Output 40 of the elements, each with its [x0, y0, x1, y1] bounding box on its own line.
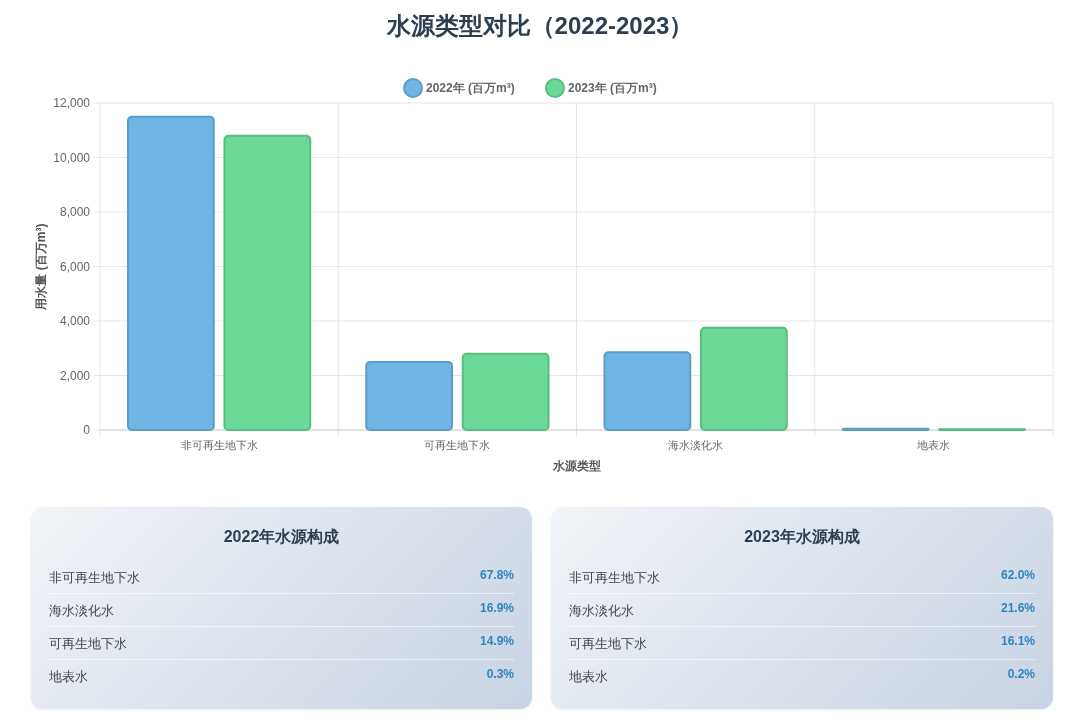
text: 67.8%: [479, 568, 514, 582]
x-tick-label: 非可再生地下水: [180, 439, 258, 451]
category-label: 非可再生地下水: [49, 569, 140, 587]
bar: [223, 134, 312, 431]
category-label: 地表水: [569, 668, 608, 686]
y-tick-label: 4,000: [59, 314, 91, 328]
category-label: 可再生地下水: [49, 635, 127, 653]
bar: [603, 351, 692, 431]
text: 16.1%: [1000, 634, 1035, 648]
x-tick-label: 海水淡化水: [668, 439, 724, 451]
y-tick-label: 12,000: [53, 96, 91, 110]
text: 0.2%: [1007, 667, 1035, 681]
category-label: 地表水: [49, 668, 88, 686]
chart-title: 水源类型对比（2022-2023）: [385, 12, 694, 39]
bar: [699, 326, 788, 431]
category-label: 海水淡化水: [569, 602, 634, 620]
text: 0.3%: [486, 667, 514, 681]
bar: [365, 360, 454, 431]
y-tick-label: 0: [83, 423, 91, 437]
text: 14.9%: [479, 634, 514, 648]
y-tick-label: 8,000: [59, 205, 91, 219]
y-tick-label: 10,000: [53, 150, 91, 165]
y-tick-label: 2,000: [59, 368, 91, 383]
bar: [461, 352, 550, 431]
category-label: 非可再生地下水: [569, 569, 660, 587]
y-tick-label: 6,000: [59, 259, 91, 274]
bar: [126, 115, 215, 431]
text: 2022年水源构成: [222, 527, 341, 547]
y-axis-title: 用水量 (百万m³): [34, 223, 48, 311]
x-tick-label: 地表水: [916, 439, 951, 451]
category-label: 海水淡化水: [49, 602, 114, 620]
text: 2023年水源构成: [743, 527, 861, 547]
text: 16.9%: [479, 601, 514, 615]
x-axis-title: 水源类型: [551, 459, 601, 473]
text: 21.6%: [1000, 601, 1035, 615]
text: 62.0%: [1000, 568, 1035, 582]
legend-label: 2022年 (百万m³): [426, 81, 515, 95]
x-tick-label: 可再生地下水: [424, 439, 491, 451]
legend-label: 2023年 (百万m³): [568, 81, 657, 95]
category-label: 可再生地下水: [569, 635, 647, 653]
